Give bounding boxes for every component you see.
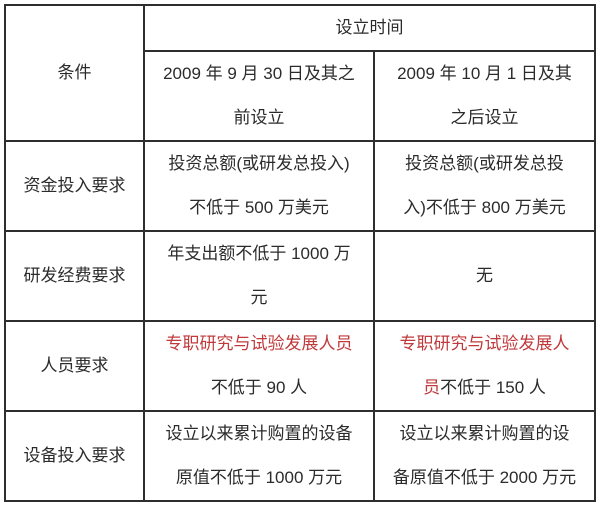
- table-row-personnel-requirement: 人员要求 专职研究与试验发展人员 不低于 90 人 专职研究与试验发展人 员不低于 …: [4, 320, 596, 412]
- highlighted-text: 员: [423, 378, 441, 397]
- table-row-rnd-expense-requirement: 研发经费要求 年支出额不低于 1000 万 元 无: [4, 230, 596, 322]
- cell-capital-label: 资金投入要求: [4, 140, 145, 232]
- cell-capital-after: 投资总额(或研发总投 入)不低于 800 万美元: [373, 140, 596, 232]
- cell-equipment-before: 设立以来累计购置的设备 原值不低于 1000 万元: [143, 410, 375, 502]
- cell-personnel-after: 专职研究与试验发展人员不低于 150 人: [373, 320, 596, 412]
- cell-equipment-after: 设立以来累计购置的设 备原值不低于 2000 万元: [373, 410, 596, 502]
- cell-period-before: 2009 年 9 月 30 日及其之 前设立: [143, 50, 375, 142]
- cell-equipment-label: 设备投入要求: [4, 410, 145, 502]
- cell-setup-time-header: 设立时间: [143, 4, 596, 52]
- highlighted-text: 专职研究与试验发展人员: [165, 334, 353, 353]
- cell-condition-label: 条件: [4, 4, 145, 142]
- cell-capital-before: 投资总额(或研发总投入) 不低于 500 万美元: [143, 140, 375, 232]
- cell-personnel-before: 专职研究与试验发展人员 不低于 90 人: [143, 320, 375, 412]
- plain-text: 不低于 90 人: [210, 378, 308, 397]
- table-row-capital-requirement: 资金投入要求 投资总额(或研发总投入) 不低于 500 万美元 投资总额(或研发…: [4, 140, 596, 232]
- table-row-header-top: 条件 设立时间: [4, 4, 596, 142]
- plain-text: 不低于 150 人: [440, 378, 546, 397]
- highlighted-text: 专职研究与试验发展人: [399, 334, 570, 353]
- cell-personnel-label: 人员要求: [4, 320, 145, 412]
- table-row-equipment-requirement: 设备投入要求 设立以来累计购置的设备 原值不低于 1000 万元 设立以来累计购…: [4, 410, 596, 502]
- cell-rnd-before: 年支出额不低于 1000 万 元: [143, 230, 375, 322]
- cell-rnd-after: 无: [373, 230, 596, 322]
- cell-period-after: 2009 年 10 月 1 日及其 之后设立: [373, 50, 596, 142]
- cell-rnd-label: 研发经费要求: [4, 230, 145, 322]
- eligibility-criteria-table: 条件 设立时间 2009 年 9 月 30 日及其之 前设立 2009 年 10…: [4, 4, 596, 502]
- table-row-header-dates: 2009 年 9 月 30 日及其之 前设立 2009 年 10 月 1 日及其…: [5, 50, 596, 142]
